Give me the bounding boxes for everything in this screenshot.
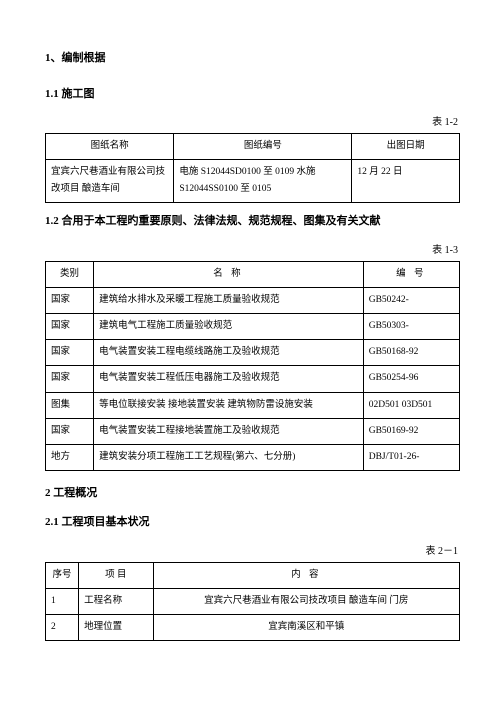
cell: DBJ/T01-26- [363,444,459,470]
col-header: 图纸编号 [174,134,352,160]
table-1-2: 图纸名称 图纸编号 出图日期 宜宾六尺巷酒业有限公司技改项目 酿造车间 电施 S… [45,133,460,203]
cell: 国家 [46,340,94,366]
cell: GB50242- [363,288,459,314]
heading-1: 1、编制根据 [45,50,460,68]
table-row: 图集 等电位联接安装 接地装置安装 建筑物防雷设施安装 02D501 03D50… [46,392,460,418]
table-2-1: 序号 项 目 内 容 1 工程名称 宜宾六尺巷酒业有限公司技改项目 酿造车间 门… [45,562,460,641]
cell: 12 月 22 日 [352,160,460,203]
cell: 宜宾六尺巷酒业有限公司技改项目 酿造车间 门房 [153,589,459,615]
cell: 国家 [46,288,94,314]
col-header: 序号 [46,563,79,589]
table-row: 1 工程名称 宜宾六尺巷酒业有限公司技改项目 酿造车间 门房 [46,589,460,615]
table-1-3-caption: 表 1-3 [45,243,458,259]
cell: 电气装置安装工程电缆线路施工及验收规范 [94,340,364,366]
cell: 国家 [46,366,94,392]
table-row: 2 地理位置 宜宾南溪区和平镇 [46,615,460,641]
cell: 等电位联接安装 接地装置安装 建筑物防雷设施安装 [94,392,364,418]
table-1-3: 类别 名 称 编 号 国家 建筑给水排水及采暖工程施工质量验收规范 GB5024… [45,261,460,471]
col-header: 类别 [46,262,94,288]
cell: GB50168-92 [363,340,459,366]
cell: 国家 [46,418,94,444]
table-row: 图纸名称 图纸编号 出图日期 [46,134,460,160]
col-header: 项 目 [79,563,154,589]
table-2-1-caption: 表 2－1 [45,544,458,560]
col-header: 内 容 [153,563,459,589]
table-row: 类别 名 称 编 号 [46,262,460,288]
cell: 电施 S12044SD0100 至 0109 水施 S12044SS0100 至… [174,160,352,203]
cell: GB50254-96 [363,366,459,392]
cell: 建筑安装分项工程施工工艺规程(第六、七分册) [94,444,364,470]
table-row: 序号 项 目 内 容 [46,563,460,589]
cell: 宜宾南溪区和平镇 [153,615,459,641]
cell: 02D501 03D501 [363,392,459,418]
cell: GB50169-92 [363,418,459,444]
cell: 国家 [46,314,94,340]
col-header: 编 号 [363,262,459,288]
heading-1-1: 1.1 施工图 [45,86,460,104]
col-header: 出图日期 [352,134,460,160]
document-page: 1、编制根据 1.1 施工图 表 1-2 图纸名称 图纸编号 出图日期 宜宾六尺… [0,0,500,671]
table-row: 宜宾六尺巷酒业有限公司技改项目 酿造车间 电施 S12044SD0100 至 0… [46,160,460,203]
table-row: 国家 建筑给水排水及采暖工程施工质量验收规范 GB50242- [46,288,460,314]
cell: 1 [46,589,79,615]
col-header: 图纸名称 [46,134,174,160]
heading-2-1: 2.1 工程项目基本状况 [45,514,460,532]
cell: 工程名称 [79,589,154,615]
cell: 图集 [46,392,94,418]
cell: 2 [46,615,79,641]
cell: 建筑给水排水及采暖工程施工质量验收规范 [94,288,364,314]
table-row: 国家 建筑电气工程施工质量验收规范 GB50303- [46,314,460,340]
table-row: 地方 建筑安装分项工程施工工艺规程(第六、七分册) DBJ/T01-26- [46,444,460,470]
cell: 地方 [46,444,94,470]
cell: 建筑电气工程施工质量验收规范 [94,314,364,340]
heading-1-2: 1.2 合用于本工程旳重要原则、法律法规、规范规程、图集及有关文献 [45,213,460,231]
col-header: 名 称 [94,262,364,288]
cell: 电气装置安装工程接地装置施工及验收规范 [94,418,364,444]
table-row: 国家 电气装置安装工程电缆线路施工及验收规范 GB50168-92 [46,340,460,366]
table-row: 国家 电气装置安装工程低压电器施工及验收规范 GB50254-96 [46,366,460,392]
cell: 电气装置安装工程低压电器施工及验收规范 [94,366,364,392]
heading-2: 2 工程概况 [45,485,460,503]
cell: 宜宾六尺巷酒业有限公司技改项目 酿造车间 [46,160,174,203]
table-1-2-caption: 表 1-2 [45,115,458,131]
table-row: 国家 电气装置安装工程接地装置施工及验收规范 GB50169-92 [46,418,460,444]
cell: GB50303- [363,314,459,340]
cell: 地理位置 [79,615,154,641]
